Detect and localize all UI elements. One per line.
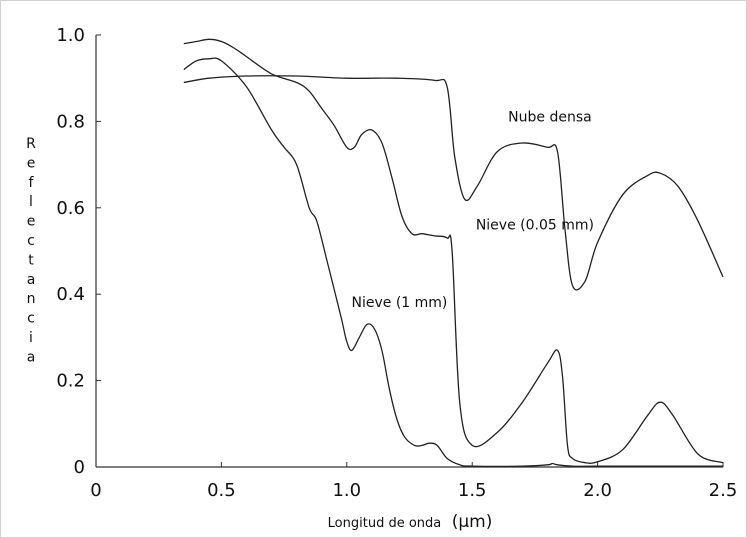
- y-tick-label: 1.0: [56, 25, 85, 46]
- x-tick-label: 1.0: [332, 480, 361, 501]
- x-axis-label-text: Longitud de onda: [328, 516, 442, 531]
- y-tick-label: 0.8: [56, 111, 85, 132]
- y-axis-label-letter: c: [27, 233, 35, 249]
- y-axis-label-letter: i: [29, 330, 33, 346]
- y-axis-label-letter: e: [27, 214, 36, 230]
- x-tick-label: 2.5: [709, 480, 738, 501]
- y-tick-label: 0.6: [56, 198, 85, 219]
- series-labels: Nube densa Nieve (0.05 mm) Nieve (1 mm): [352, 109, 594, 311]
- series-line: [183, 57, 723, 467]
- series-lines: [183, 38, 724, 467]
- y-axis-label-letter: a: [27, 272, 36, 288]
- series-label: Nieve (1 mm): [352, 295, 448, 311]
- y-axis-label-letter: R: [26, 136, 36, 152]
- y-axis-label-letter: f: [29, 175, 35, 191]
- axes: [95, 35, 723, 468]
- y-axis-label-letter: a: [27, 349, 36, 365]
- x-tick-label: 0.5: [207, 480, 236, 501]
- series-line: [183, 75, 724, 291]
- y-axis-ticks: 0 0.2 0.4 0.6 0.8 1.0: [56, 25, 101, 478]
- x-tick-label: 2.0: [583, 480, 612, 501]
- x-axis-label: Longitud de onda (µm): [328, 512, 493, 532]
- y-axis-label-letter: n: [27, 291, 36, 307]
- x-tick-label: 0: [90, 480, 101, 501]
- x-axis-ticks: 0 0.5 1.0 1.5 2.0 2.5: [90, 462, 737, 501]
- y-axis-label-letter: e: [27, 155, 36, 171]
- series-line: [183, 38, 724, 464]
- series-label: Nube densa: [508, 109, 592, 125]
- y-tick-label: 0: [74, 457, 85, 478]
- y-axis-label-letter: c: [27, 311, 35, 327]
- y-tick-label: 0.2: [56, 371, 85, 392]
- y-axis-label-letter: l: [29, 194, 33, 210]
- series-label: Nieve (0.05 mm): [476, 217, 594, 233]
- y-axis-label-letter: t: [28, 252, 34, 268]
- x-axis-label-unit: (µm): [452, 512, 493, 532]
- x-tick-label: 1.5: [458, 480, 487, 501]
- y-tick-label: 0.4: [56, 284, 85, 305]
